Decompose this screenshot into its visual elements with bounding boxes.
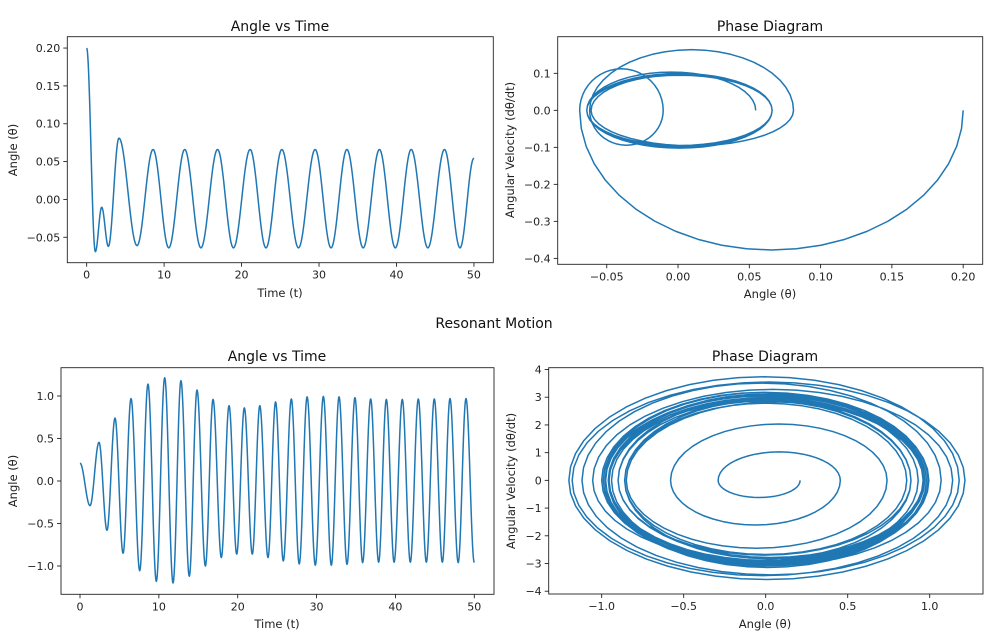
axes-bottom-right-phase-diagram: Phase Diagram Angle (θ) Angular Velocity… bbox=[504, 349, 984, 631]
axes-top-right-phase-diagram: Phase Diagram Angle (θ) Angular Velocity… bbox=[503, 19, 984, 301]
chart-title: Phase Diagram bbox=[712, 349, 818, 365]
y-tick-label: −0.3 bbox=[524, 215, 551, 228]
y-tick-label: 0 bbox=[535, 474, 542, 487]
x-tick-label: 0 bbox=[77, 600, 84, 613]
x-axis-label: Angle (θ) bbox=[739, 617, 791, 631]
x-tick-label: 0.05 bbox=[737, 270, 762, 283]
chart-title: Angle vs Time bbox=[228, 349, 327, 365]
x-tick-label: 20 bbox=[235, 269, 249, 282]
y-tick-label: 0.15 bbox=[36, 80, 61, 93]
y-tick-label: 0.20 bbox=[36, 42, 61, 55]
y-tick-label: 3 bbox=[535, 391, 542, 404]
x-tick-label: 1.0 bbox=[921, 600, 939, 613]
x-tick-label: 0.15 bbox=[880, 270, 905, 283]
x-tick-label: 30 bbox=[312, 269, 326, 282]
y-tick-label: 4 bbox=[535, 364, 542, 377]
phase-trajectory-line bbox=[568, 376, 966, 581]
axes-top-left-angle-vs-time: Angle vs Time Time (t) Angle (θ) 0 10 20 30… bbox=[6, 19, 494, 300]
y-tick-label: −0.1 bbox=[524, 141, 551, 154]
y-tick-label: −4 bbox=[525, 585, 541, 598]
y-tick-label: 0.0 bbox=[533, 104, 551, 117]
y-tick-label: −2 bbox=[525, 530, 541, 543]
y-tick-label: 0.1 bbox=[533, 67, 551, 80]
y-tick-label: −0.5 bbox=[27, 517, 54, 530]
y-tick-label: 0.00 bbox=[36, 193, 61, 206]
y-tick-label: −1 bbox=[525, 502, 541, 515]
y-axis-label: Angular Velocity (dθ/dt) bbox=[504, 413, 518, 549]
y-tick-label: −1.0 bbox=[27, 560, 54, 573]
phase-trajectory-line bbox=[578, 48, 964, 251]
x-tick-label: 10 bbox=[157, 269, 171, 282]
x-tick-label: 10 bbox=[152, 600, 166, 613]
y-tick-label: −0.05 bbox=[27, 231, 61, 244]
axes-frame bbox=[60, 367, 495, 595]
x-tick-label: −1.0 bbox=[588, 600, 615, 613]
y-tick-label: −3 bbox=[525, 558, 541, 571]
x-tick-label: 0.00 bbox=[666, 270, 691, 283]
x-tick-label: 40 bbox=[389, 269, 403, 282]
x-tick-label: 0 bbox=[83, 269, 90, 282]
chart-title: Phase Diagram bbox=[717, 19, 823, 35]
x-tick-label: 0.10 bbox=[808, 270, 833, 283]
x-axis-label: Time (t) bbox=[256, 286, 302, 300]
chart-title: Angle vs Time bbox=[231, 19, 330, 35]
y-tick-label: 0.05 bbox=[36, 156, 61, 169]
y-tick-label: 2 bbox=[535, 419, 542, 432]
angle-series-line bbox=[85, 47, 475, 253]
y-tick-label: −0.2 bbox=[524, 178, 551, 191]
y-tick-label: 1.0 bbox=[37, 390, 55, 403]
y-tick-label: 0.10 bbox=[36, 118, 61, 131]
x-tick-label: 20 bbox=[231, 600, 245, 613]
y-axis-label: Angle (θ) bbox=[6, 455, 20, 507]
x-tick-label: 0.0 bbox=[757, 600, 775, 613]
x-tick-label: 30 bbox=[310, 600, 324, 613]
section-title-resonant-motion: Resonant Motion bbox=[435, 316, 552, 332]
x-tick-label: 50 bbox=[467, 269, 481, 282]
axes-frame bbox=[66, 36, 494, 264]
y-tick-label: 0.0 bbox=[37, 475, 55, 488]
y-tick-label: −0.4 bbox=[524, 252, 551, 265]
angle-series-line bbox=[79, 376, 475, 584]
axes-frame bbox=[557, 36, 984, 265]
y-axis-label: Angle (θ) bbox=[6, 124, 20, 176]
x-axis-label: Angle (θ) bbox=[744, 287, 796, 301]
y-tick-label: 0.5 bbox=[37, 433, 55, 446]
x-tick-label: 50 bbox=[467, 600, 481, 613]
y-tick-label: 1 bbox=[535, 447, 542, 460]
x-tick-label: 0.20 bbox=[951, 270, 976, 283]
x-tick-label: −0.05 bbox=[590, 270, 624, 283]
axes-bottom-left-angle-vs-time: Angle vs Time Time (t) Angle (θ) 0 10 20 30… bbox=[6, 349, 495, 631]
x-tick-label: 0.5 bbox=[839, 600, 857, 613]
x-tick-label: −0.5 bbox=[670, 600, 697, 613]
x-tick-label: 40 bbox=[388, 600, 402, 613]
y-axis-label: Angular Velocity (dθ/dt) bbox=[503, 82, 517, 218]
x-axis-label: Time (t) bbox=[253, 617, 299, 631]
